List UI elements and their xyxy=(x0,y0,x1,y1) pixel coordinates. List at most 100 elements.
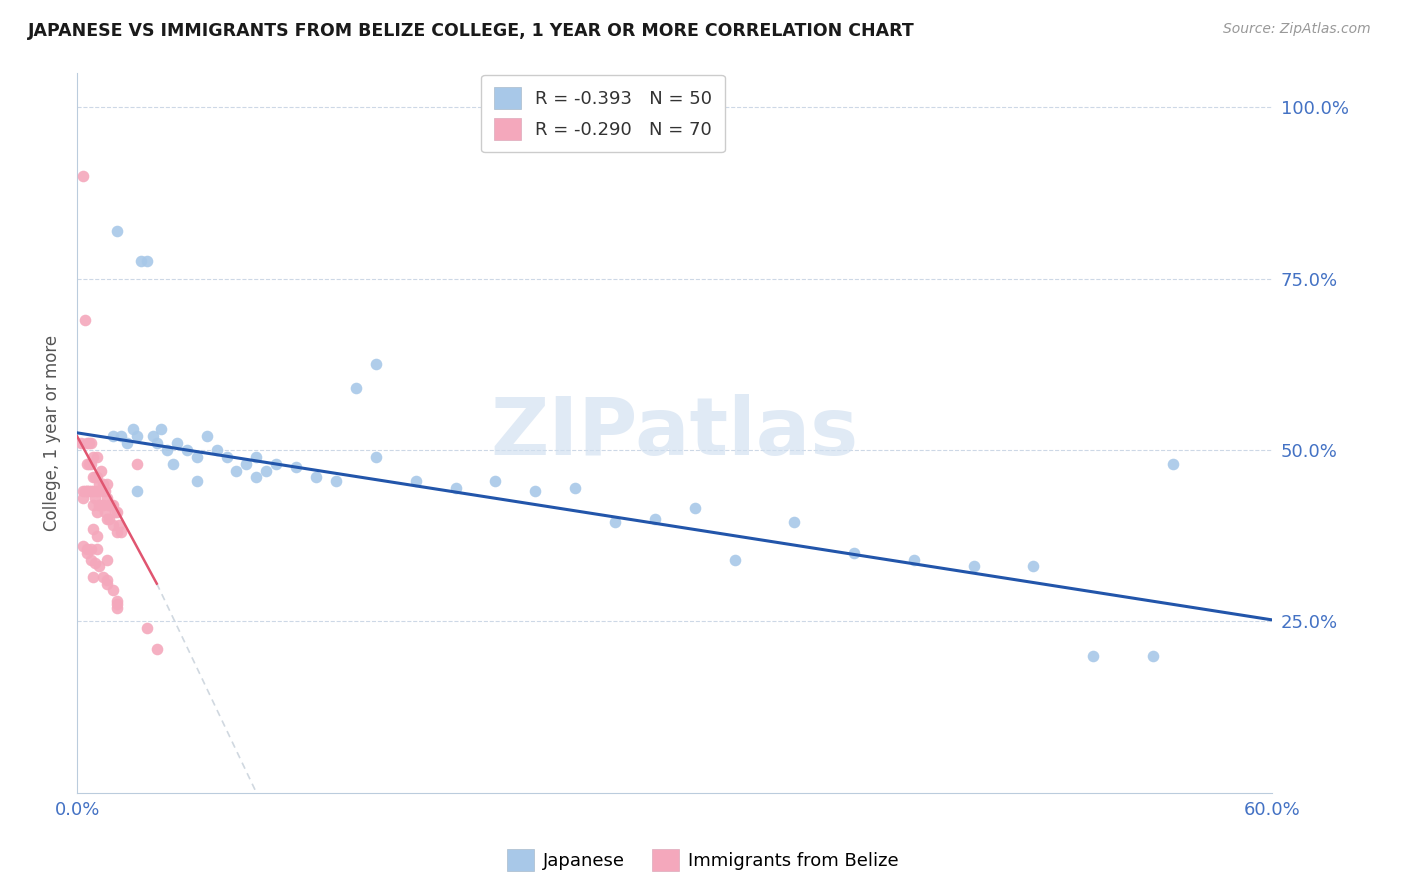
Point xyxy=(105,597,128,611)
Point xyxy=(344,381,367,395)
Point xyxy=(129,254,152,268)
Point xyxy=(70,436,93,450)
Point xyxy=(96,477,118,491)
Point xyxy=(195,429,218,443)
Point xyxy=(96,511,118,525)
Point xyxy=(254,464,277,478)
Point xyxy=(142,429,165,443)
Text: JAPANESE VS IMMIGRANTS FROM BELIZE COLLEGE, 1 YEAR OR MORE CORRELATION CHART: JAPANESE VS IMMIGRANTS FROM BELIZE COLLE… xyxy=(28,22,915,40)
Point xyxy=(245,450,267,464)
Point xyxy=(90,464,112,478)
Point xyxy=(72,169,94,183)
Point xyxy=(82,484,104,499)
Point xyxy=(903,552,925,566)
Point xyxy=(235,457,257,471)
Point xyxy=(962,559,984,574)
Point xyxy=(101,429,124,443)
Point xyxy=(84,491,107,505)
Point xyxy=(101,498,124,512)
Point xyxy=(105,600,128,615)
Point xyxy=(135,621,157,635)
Point xyxy=(86,542,108,557)
Point xyxy=(84,470,107,484)
Legend: R = -0.393   N = 50, R = -0.290   N = 70: R = -0.393 N = 50, R = -0.290 N = 70 xyxy=(481,75,725,153)
Point xyxy=(91,570,114,584)
Point xyxy=(105,505,128,519)
Point xyxy=(146,641,169,656)
Point xyxy=(305,470,328,484)
Point xyxy=(91,498,114,512)
Point xyxy=(484,474,506,488)
Point xyxy=(80,484,103,499)
Point xyxy=(186,450,208,464)
Point xyxy=(76,436,98,450)
Point xyxy=(162,457,184,471)
Point xyxy=(82,570,104,584)
Point xyxy=(91,477,114,491)
Point xyxy=(76,546,98,560)
Y-axis label: College, 1 year or more: College, 1 year or more xyxy=(44,334,60,531)
Point xyxy=(115,436,138,450)
Point xyxy=(80,542,103,557)
Point xyxy=(98,511,121,525)
Point xyxy=(125,457,148,471)
Point xyxy=(76,484,98,499)
Point xyxy=(122,422,145,436)
Point xyxy=(94,505,117,519)
Point xyxy=(80,436,103,450)
Point xyxy=(125,429,148,443)
Point xyxy=(76,457,98,471)
Point xyxy=(80,457,103,471)
Point xyxy=(108,518,131,533)
Point xyxy=(149,422,172,436)
Point xyxy=(101,518,124,533)
Point xyxy=(110,429,132,443)
Point xyxy=(72,539,94,553)
Point xyxy=(364,357,387,371)
Point xyxy=(76,484,98,499)
Point xyxy=(325,474,347,488)
Point xyxy=(524,484,547,499)
Point xyxy=(842,546,865,560)
Point xyxy=(80,552,103,566)
Point xyxy=(101,583,124,598)
Point xyxy=(225,464,247,478)
Point xyxy=(205,442,228,457)
Point xyxy=(783,515,806,529)
Point xyxy=(77,457,100,471)
Legend: Japanese, Immigrants from Belize: Japanese, Immigrants from Belize xyxy=(499,842,907,879)
Point xyxy=(176,442,198,457)
Point xyxy=(105,594,128,608)
Point xyxy=(86,505,108,519)
Point xyxy=(125,484,148,499)
Point xyxy=(683,501,706,516)
Point xyxy=(1022,559,1045,574)
Point xyxy=(405,474,427,488)
Point xyxy=(86,450,108,464)
Point xyxy=(77,436,100,450)
Point xyxy=(86,470,108,484)
Point xyxy=(100,498,122,512)
Point xyxy=(96,576,118,591)
Point xyxy=(84,556,107,570)
Text: Source: ZipAtlas.com: Source: ZipAtlas.com xyxy=(1223,22,1371,37)
Point xyxy=(156,442,179,457)
Point xyxy=(1083,648,1105,663)
Text: ZIPatlas: ZIPatlas xyxy=(491,394,859,472)
Point xyxy=(86,484,108,499)
Point xyxy=(603,515,626,529)
Point xyxy=(285,460,308,475)
Point xyxy=(364,450,387,464)
Point xyxy=(105,525,128,540)
Point xyxy=(90,484,112,499)
Point xyxy=(564,481,586,495)
Point xyxy=(87,477,110,491)
Point xyxy=(444,481,467,495)
Point xyxy=(98,498,121,512)
Point xyxy=(73,484,96,499)
Point xyxy=(104,505,127,519)
Point xyxy=(86,529,108,543)
Point xyxy=(110,525,132,540)
Point xyxy=(166,436,188,450)
Point xyxy=(135,254,157,268)
